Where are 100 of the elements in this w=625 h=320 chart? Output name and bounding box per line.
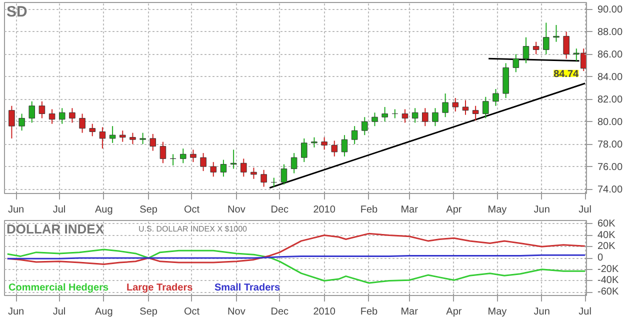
- candlestick: [38, 100, 46, 119]
- candlestick: [18, 113, 25, 132]
- x-tick-label: Apr: [446, 306, 462, 318]
- candlestick: [462, 100, 469, 116]
- x-tick-label: Jul: [52, 306, 66, 318]
- text: Commercial Hedgers: [8, 282, 109, 294]
- x-tick-label: 2010: [313, 204, 336, 216]
- candlestick: [412, 108, 418, 124]
- candlestick: [180, 148, 186, 164]
- candlestick: [482, 96, 489, 119]
- x-tick-label: Jun: [8, 306, 24, 318]
- candlestick: [341, 134, 348, 157]
- candlestick: [442, 93, 448, 118]
- x-tick-label: Jul: [52, 204, 66, 216]
- candlestick: [89, 123, 96, 137]
- candlestick: [362, 116, 368, 136]
- x-tick-label: Dec: [270, 204, 289, 216]
- x-tick-label: May: [488, 306, 507, 318]
- candlestick: [351, 126, 358, 145]
- x-tick-label: Dec: [270, 306, 289, 318]
- candlestick: [402, 108, 408, 124]
- candlestick: [140, 132, 146, 145]
- x-tick-label: Oct: [184, 204, 200, 216]
- candlestick: [150, 133, 156, 152]
- y-tick-label: 88.00: [598, 27, 623, 38]
- x-tick-label: Oct: [184, 306, 200, 318]
- candlestick: [372, 112, 378, 127]
- candlestick: [99, 126, 106, 150]
- candlestick: [392, 108, 398, 119]
- candlestick: [492, 88, 499, 106]
- text: U.S. DOLLAR INDEX X $1000: [138, 224, 248, 234]
- x-tick-label: Jun: [8, 204, 24, 216]
- candlestick: [230, 149, 237, 170]
- candlestick: [543, 22, 550, 55]
- y-tick-label: -20K: [598, 264, 619, 275]
- candlestick: [79, 113, 86, 134]
- candlestick: [48, 108, 56, 124]
- candlestick: [553, 24, 560, 42]
- x-tick-label: Aug: [95, 306, 113, 318]
- candlestick: [120, 130, 126, 142]
- candlestick: [472, 105, 479, 121]
- y-tick-label: 86.00: [598, 50, 623, 61]
- candlestick: [563, 31, 570, 60]
- line-series: [6, 248, 586, 284]
- x-tick-label: May: [488, 204, 507, 216]
- x-tick-label: Nov: [228, 204, 246, 216]
- candlestick: [240, 158, 247, 178]
- x-tick-label: Nov: [228, 306, 246, 318]
- x-tick-label: Sep: [140, 204, 158, 216]
- candlestick: [270, 177, 278, 188]
- candlestick: [190, 149, 196, 163]
- candlestick: [69, 108, 76, 124]
- x-tick-label: Jul: [578, 306, 592, 318]
- x-tick-label: Jun: [534, 306, 550, 318]
- candlestick: [260, 169, 267, 188]
- candlestick: [28, 100, 35, 124]
- x-tick-label: Mar: [400, 204, 419, 216]
- y-tick-label: 20K: [598, 241, 616, 252]
- y-tick-label: 80.00: [598, 117, 623, 128]
- candlestick: [280, 164, 288, 186]
- y-tick-label: 78.00: [598, 140, 623, 151]
- candlestick: [522, 36, 530, 64]
- y-tick-label: 0: [598, 252, 604, 264]
- y-tick-label: 90.00: [598, 4, 623, 16]
- candlestick: [160, 141, 166, 164]
- candlestick: [109, 126, 116, 144]
- x-tick-label: Mar: [400, 306, 419, 318]
- x-tick-label: Jul: [578, 204, 592, 216]
- text: Small Traders: [214, 282, 281, 294]
- candlestick: [220, 159, 227, 178]
- x-tick-label: Jun: [534, 204, 550, 216]
- candlestick: [8, 105, 15, 139]
- candlestick: [311, 136, 318, 148]
- candlestick: [170, 154, 176, 166]
- x-tick-label: Feb: [360, 306, 378, 318]
- candlestick: [210, 162, 217, 178]
- chart-title: DOLLAR INDEX: [6, 222, 104, 236]
- candlestick: [321, 136, 328, 150]
- y-tick-label: 84.00: [598, 72, 623, 84]
- chart-title: SD: [6, 4, 28, 20]
- x-tick-label: Apr: [446, 204, 462, 216]
- candlestick: [532, 41, 540, 55]
- x-tick-label: Feb: [360, 204, 378, 216]
- candlestick: [512, 54, 520, 73]
- candlestick: [432, 108, 438, 127]
- candlestick: [290, 152, 298, 174]
- candlestick: [331, 140, 338, 157]
- candlestick: [422, 108, 428, 127]
- x-tick-label: 2010: [313, 306, 336, 318]
- candlestick: [200, 152, 206, 172]
- y-tick-label: 74.00: [598, 184, 623, 196]
- candlestick: [130, 132, 136, 145]
- y-tick-label: 82.00: [598, 94, 623, 106]
- candlestick: [250, 167, 257, 180]
- x-tick-label: Sep: [140, 306, 158, 318]
- y-tick-label: 76.00: [598, 162, 623, 174]
- candlestick: [301, 138, 308, 163]
- y-tick-label: 40K: [598, 230, 616, 241]
- series-label: Large Traders: [126, 282, 194, 294]
- y-tick-label: 60K: [598, 218, 616, 230]
